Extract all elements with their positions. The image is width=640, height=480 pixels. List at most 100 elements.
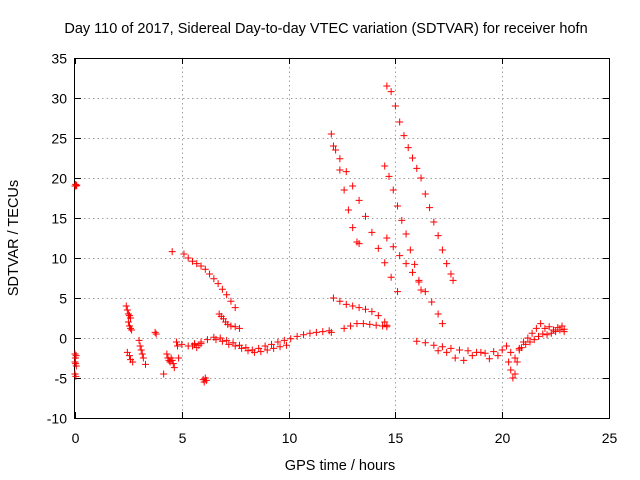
- data-point: [421, 288, 429, 296]
- data-point: [498, 346, 506, 354]
- data-point: [293, 332, 301, 340]
- data-point: [394, 288, 402, 296]
- data-point: [396, 118, 404, 126]
- data-point: [535, 332, 543, 340]
- data-point: [361, 212, 369, 220]
- data-point: [257, 348, 265, 356]
- data-point: [72, 182, 80, 190]
- data-point: [212, 336, 220, 344]
- data-point: [530, 336, 538, 344]
- x-tick-label: 0: [72, 430, 80, 446]
- series-afternoon-baseline: [413, 337, 523, 362]
- data-point: [163, 350, 171, 358]
- x-tick-label: 10: [282, 430, 298, 446]
- data-point: [342, 168, 350, 176]
- data-point: [434, 347, 442, 355]
- data-point: [235, 324, 243, 332]
- data-point: [404, 144, 412, 152]
- chart-title: Day 110 of 2017, Sidereal Day-to-day VTE…: [64, 21, 587, 37]
- data-point: [244, 347, 252, 355]
- data-point: [172, 338, 180, 346]
- data-point: [136, 342, 144, 350]
- data-point: [332, 146, 340, 154]
- data-point: [426, 204, 434, 212]
- data-point: [201, 265, 209, 273]
- data-point: [193, 260, 201, 268]
- data-point: [170, 364, 178, 372]
- data-point: [381, 162, 389, 170]
- data-point: [306, 329, 314, 337]
- data-point: [342, 300, 350, 308]
- data-point: [224, 320, 232, 328]
- data-point: [135, 336, 143, 344]
- data-point: [137, 346, 145, 354]
- data-point: [223, 336, 231, 344]
- data-point: [387, 88, 395, 96]
- data-point: [227, 297, 235, 305]
- data-point: [505, 358, 513, 366]
- data-point: [547, 329, 555, 337]
- data-point: [355, 240, 363, 248]
- data-point: [406, 246, 414, 254]
- data-point: [263, 346, 271, 354]
- data-point: [203, 336, 211, 344]
- x-tick-label: 5: [179, 430, 187, 446]
- data-point: [197, 262, 205, 270]
- y-tick-label: 15: [51, 211, 67, 227]
- series-early: [71, 180, 81, 380]
- data-point: [151, 328, 159, 336]
- data-point: [421, 339, 429, 347]
- data-point: [340, 186, 348, 194]
- data-point: [327, 130, 335, 138]
- data-point: [413, 164, 421, 172]
- grid-lines: [75, 58, 609, 418]
- data-point: [524, 334, 532, 342]
- data-point: [349, 224, 357, 232]
- data-point: [383, 323, 391, 331]
- data-point: [276, 343, 284, 351]
- data-point: [188, 257, 196, 265]
- series-baseline-lower-5-10: [212, 336, 290, 356]
- series-steep-e: [383, 82, 457, 284]
- data-point: [511, 370, 519, 378]
- data-point: [396, 252, 404, 260]
- data-point: [387, 273, 395, 281]
- data-point: [184, 342, 192, 350]
- data-point: [455, 346, 463, 354]
- data-point: [218, 337, 226, 345]
- data-point: [160, 370, 168, 378]
- data-point: [368, 308, 376, 316]
- y-tick-label: 25: [51, 131, 67, 147]
- data-point: [355, 304, 363, 312]
- data-point: [231, 323, 239, 331]
- y-tick-label: 10: [51, 251, 67, 267]
- data-point: [447, 344, 455, 352]
- series-arc-12-14.6: [329, 294, 391, 329]
- data-point: [545, 323, 553, 331]
- data-point: [340, 324, 348, 332]
- data-point: [372, 321, 380, 329]
- data-point: [417, 174, 425, 182]
- data-point: [443, 348, 451, 356]
- data-point: [468, 352, 476, 360]
- data-point: [408, 154, 416, 162]
- data-point: [223, 291, 231, 299]
- data-point: [532, 324, 540, 332]
- data-point: [268, 340, 276, 348]
- data-point: [541, 324, 549, 332]
- y-tick-label: 0: [59, 331, 67, 347]
- x-tick-label: 15: [388, 430, 404, 446]
- data-point: [434, 310, 442, 318]
- series-steep-a: [327, 130, 363, 248]
- data-point: [227, 322, 235, 330]
- data-point: [507, 348, 515, 356]
- x-tick-label: 20: [495, 430, 511, 446]
- data-point: [374, 312, 382, 320]
- data-point: [218, 285, 226, 293]
- series-steep-b: [329, 142, 402, 296]
- data-point: [383, 82, 391, 90]
- data-point: [329, 294, 337, 302]
- data-point: [71, 358, 79, 366]
- series-steep-d: [383, 234, 446, 328]
- data-point: [231, 304, 239, 312]
